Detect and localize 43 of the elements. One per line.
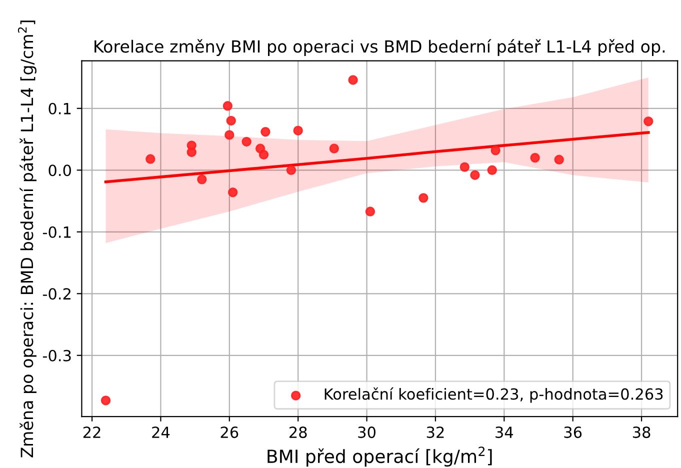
- point: [226, 116, 236, 126]
- x-axis-title: BMI před operací [kg/m$^{2}$]: [268, 446, 492, 467]
- x-tick-label: 22: [83, 426, 100, 438]
- y-tick-label: -0.2: [42, 288, 70, 300]
- point: [365, 206, 376, 216]
- y-tick-label: -0.1: [42, 226, 71, 238]
- point: [644, 116, 654, 126]
- point: [146, 154, 156, 164]
- x-tick-label: 26: [220, 426, 238, 438]
- point: [286, 165, 296, 175]
- point: [293, 126, 303, 136]
- legend-label: Korelační koeficient=0.23, p-hodnota=0.263: [324, 387, 663, 403]
- x-tick-label: 32: [426, 426, 444, 438]
- point: [487, 165, 497, 175]
- point: [329, 144, 340, 154]
- y-axis-title: Změna po operaci: BMD bederní páteř L1-L4 [g/cm$^{2}$]: [18, 20, 36, 458]
- x-tick-label: 36: [564, 426, 582, 438]
- point: [242, 136, 252, 147]
- chart-title: Korelace změny BMI po operaci vs BMD bederní páteř L1-L4 před op.: [94, 39, 665, 56]
- x-tick-label: 38: [632, 426, 650, 438]
- point: [228, 188, 238, 198]
- point: [530, 152, 540, 163]
- point: [258, 150, 269, 160]
- x-tick-label: 30: [358, 426, 376, 438]
- y-tick-label: 0.1: [48, 102, 71, 114]
- x-tick-label: 24: [152, 426, 170, 438]
- y-tick-label: 0.0: [48, 164, 71, 176]
- point: [197, 174, 207, 184]
- point: [260, 126, 270, 137]
- point: [490, 146, 500, 156]
- point: [554, 154, 564, 164]
- point: [222, 101, 233, 111]
- y-tick-label: -0.3: [42, 350, 71, 362]
- line-series: [104, 131, 650, 184]
- x-tick-label: 34: [496, 426, 514, 438]
- point: [100, 396, 111, 406]
- point: [224, 130, 234, 140]
- point: [348, 75, 358, 85]
- point: [460, 162, 470, 172]
- x-tick-label: 28: [289, 426, 307, 438]
- point: [186, 147, 196, 158]
- point: [418, 193, 428, 203]
- point: [470, 170, 480, 180]
